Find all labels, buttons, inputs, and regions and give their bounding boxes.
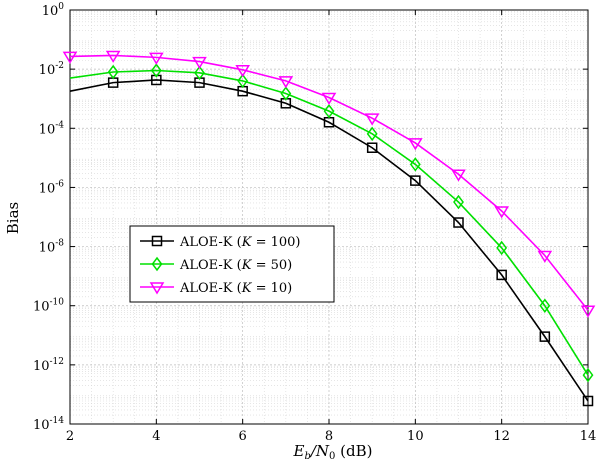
legend-entry-prefix: ALOE-K (	[179, 281, 242, 296]
y-tick-label: 10-8	[39, 239, 65, 256]
series-3-marker	[62, 51, 78, 64]
series-2-marker	[323, 103, 335, 119]
x-tick-label: 12	[493, 429, 510, 444]
y-tick-label-exponent: 0	[58, 2, 64, 12]
legend-entry-suffix: = 50)	[251, 258, 292, 273]
series-2-marker	[366, 126, 378, 142]
y-axis-label: Bias	[4, 202, 22, 234]
y-tick-label: 10-6	[39, 179, 65, 196]
series-2-marker	[280, 86, 292, 101]
legend: ALOE-K (K = 100)ALOE-K (K = 50)ALOE-K (K…	[129, 225, 335, 303]
series-lines	[69, 54, 589, 402]
legend-entry-variable: K	[241, 258, 253, 273]
legend-entry-variable: K	[241, 281, 253, 296]
x-axis-label-unit: (dB)	[335, 442, 372, 460]
y-tick-label-base: 10	[33, 418, 50, 433]
series-2-marker	[237, 73, 249, 89]
axis-ticks	[69, 9, 589, 425]
series-3-marker	[235, 65, 250, 78]
y-tick-label: 10-4	[39, 120, 65, 137]
series-1-marker	[539, 331, 551, 342]
legend-entry-1: ALOE-K (K = 100)	[179, 235, 300, 250]
series-2-marker	[409, 157, 421, 172]
y-tick-label-base: 10	[33, 359, 50, 374]
x-axis-label-mid: /N	[309, 442, 330, 460]
legend-entry-prefix: ALOE-K (	[179, 258, 242, 273]
series-3-marker	[149, 52, 164, 65]
series-3-marker	[105, 50, 121, 63]
x-axis-label-sub2: 0	[329, 451, 335, 462]
series-1-marker	[453, 217, 464, 228]
y-tick-label-exponent: -6	[55, 179, 64, 189]
y-tick-label-base: 10	[33, 300, 50, 315]
y-tick-label-exponent: -2	[55, 61, 64, 71]
y-tick-label: 10-2	[39, 61, 64, 78]
legend-marker-3	[149, 282, 165, 295]
series-1-marker	[496, 269, 507, 281]
y-tick-label-base: 10	[39, 63, 56, 78]
series-2-marker	[194, 65, 205, 81]
legend-entry-2: ALOE-K (K = 50)	[179, 258, 292, 273]
y-tick-label-exponent: -14	[50, 416, 65, 426]
x-tick-label: 6	[239, 429, 247, 444]
x-tick-label: 14	[580, 429, 597, 444]
series-1-marker	[582, 395, 594, 407]
legend-entry-suffix: = 100)	[251, 235, 300, 250]
x-axis-label-var: E	[292, 442, 304, 460]
series-3-marker	[278, 76, 294, 89]
series-3-marker	[494, 206, 509, 219]
series-3-marker	[580, 305, 596, 318]
x-axis-label-sub1: b	[304, 451, 310, 462]
x-tick-labels: 2 4 6 8 10 12 14	[66, 429, 596, 444]
legend-marker-1	[151, 235, 163, 247]
legend-entry-variable: K	[241, 235, 253, 250]
series-2-marker	[496, 240, 508, 256]
y-tick-label-exponent: -8	[55, 239, 64, 249]
legend-entry-prefix: ALOE-K (	[179, 235, 242, 250]
y-tick-label: 100	[42, 2, 65, 19]
legend-entry-3: ALOE-K (K = 10)	[179, 281, 292, 296]
series-3-marker	[364, 113, 380, 126]
y-tick-label-exponent: -10	[50, 298, 65, 308]
series-2-marker	[539, 298, 551, 313]
series-1-marker	[366, 142, 378, 153]
x-tick-label: 8	[325, 429, 333, 444]
y-tick-label-exponent: -4	[55, 120, 64, 130]
series-1-marker	[410, 175, 421, 186]
series-line-3	[69, 54, 589, 311]
series-3-marker	[408, 138, 423, 151]
series-3-marker	[451, 169, 466, 182]
legend-entry-suffix: = 10)	[251, 281, 292, 296]
series-line-2	[69, 69, 589, 376]
series-2-marker	[150, 63, 162, 78]
y-tick-label-base: 10	[39, 241, 56, 256]
series-2-marker	[582, 367, 594, 383]
series-3-marker	[192, 56, 207, 70]
series-2-marker	[453, 194, 464, 210]
y-tick-label-exponent: -12	[50, 357, 65, 367]
legend-marker-2	[151, 256, 163, 272]
x-tick-label: 2	[66, 429, 74, 444]
series-3-marker	[321, 92, 337, 105]
y-tick-label-base: 10	[42, 4, 59, 19]
y-tick-label: 10-10	[33, 298, 64, 315]
series-2-marker	[107, 64, 119, 80]
y-tick-label: 10-14	[33, 416, 64, 433]
series-markers	[62, 50, 596, 407]
x-tick-label: 10	[407, 429, 424, 444]
series-line-1	[69, 79, 589, 402]
y-tick-label: 10-12	[33, 357, 64, 374]
x-tick-label: 4	[152, 429, 160, 444]
y-tick-label-base: 10	[39, 181, 56, 196]
y-tick-label-base: 10	[39, 122, 56, 137]
x-axis-label: Eb/N0 (dB)	[292, 442, 372, 462]
series-3-marker	[537, 250, 553, 263]
